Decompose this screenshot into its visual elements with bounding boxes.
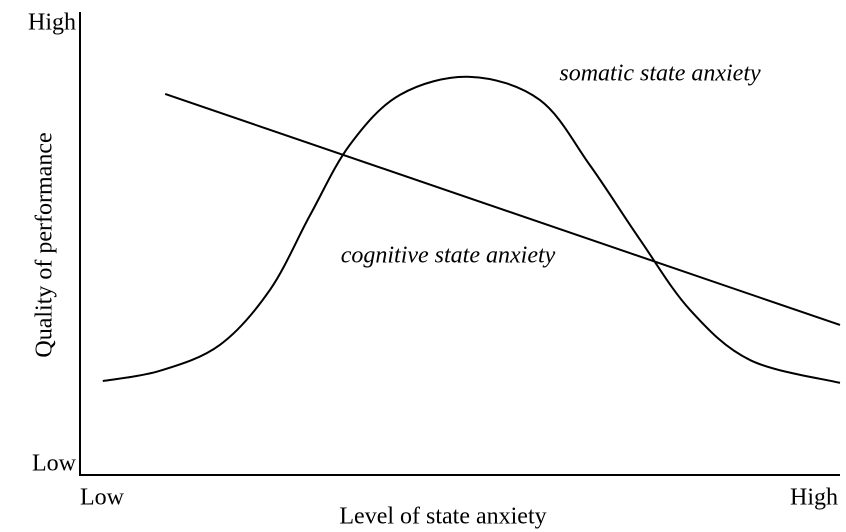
y-tick-label: High [28,10,76,36]
series-line [102,75,841,384]
x-tick-label: High [790,485,838,511]
series-line [164,93,841,326]
x-tick-label: Low [80,485,125,511]
x-axis-label: Level of state anxiety [339,504,546,530]
series-label: somatic state anxiety [559,61,761,87]
y-axis-label: Quality of performance [32,132,58,357]
y-tick-label: Low [32,451,77,477]
series-label: cognitive state anxiety [341,243,556,269]
